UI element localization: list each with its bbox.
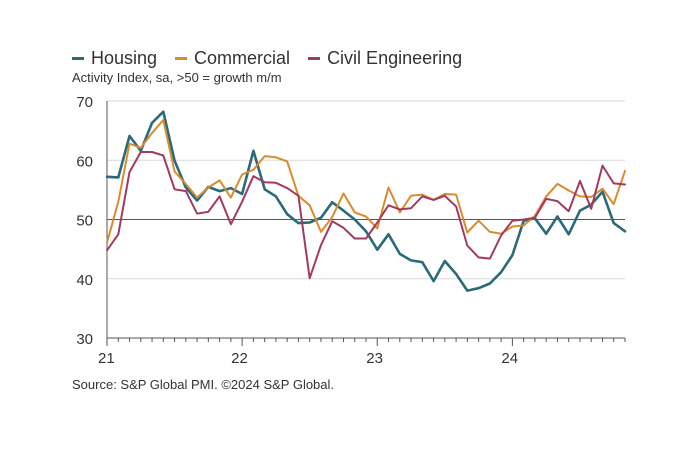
series-line-housing (105, 110, 627, 292)
x-tick-label-22: 22 (231, 350, 248, 367)
x-tick-label-24: 24 (501, 350, 518, 367)
y-tick-label-50: 50 (76, 213, 93, 230)
chart-legend: Housing Commercial Civil Engineering (72, 48, 462, 69)
legend-item-civil-engineering: Civil Engineering (308, 48, 462, 69)
x-tick-label-21: 21 (98, 350, 115, 367)
y-tick-label-30: 30 (76, 331, 93, 348)
series-line-civil-engineering (106, 151, 626, 280)
y-tick-label-40: 40 (76, 272, 93, 289)
legend-swatch-commercial (175, 57, 188, 60)
x-tick-label-23: 23 (366, 350, 383, 367)
legend-label-housing: Housing (91, 48, 158, 68)
source-note: Source: S&P Global PMI. ©2024 S&P Global… (72, 377, 335, 392)
y-tick-label-60: 60 (76, 153, 93, 170)
legend-label-commercial: Commercial (194, 48, 291, 68)
legend-label-civil-engineering: Civil Engineering (327, 48, 463, 68)
chart-subtitle: Activity Index, sa, >50 = growth m/m (72, 70, 282, 85)
legend-swatch-civil-engineering (308, 57, 321, 60)
legend-swatch-housing (72, 57, 84, 60)
legend-item-housing: Housing (72, 48, 157, 69)
legend-item-commercial: Commercial (175, 48, 290, 69)
y-tick-label-70: 70 (76, 94, 93, 111)
series-line-commercial (106, 119, 626, 244)
